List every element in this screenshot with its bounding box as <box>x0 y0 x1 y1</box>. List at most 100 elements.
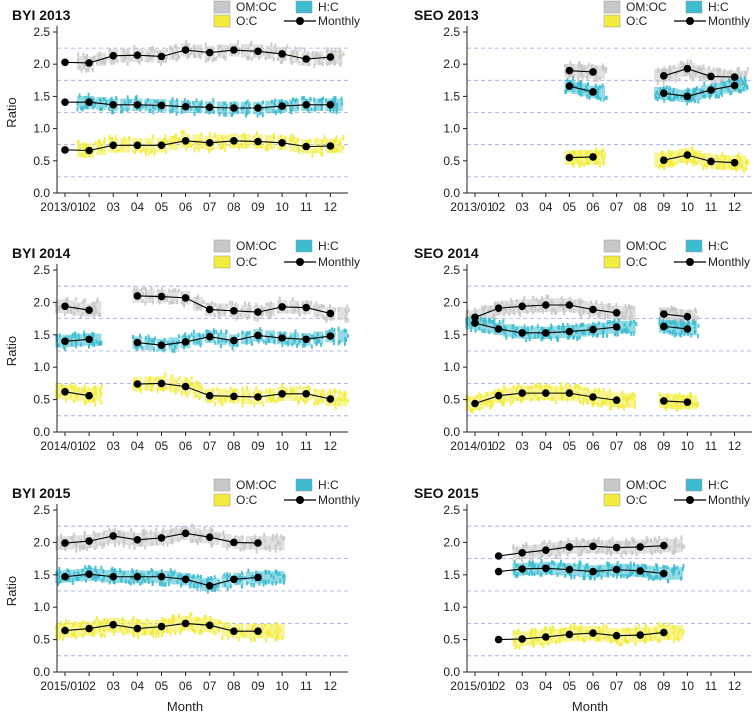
scatter-point <box>616 332 619 337</box>
scatter-point <box>294 329 297 334</box>
scatter-point <box>258 581 261 586</box>
x-tick-label: 12 <box>728 200 742 214</box>
scatter-band <box>654 68 665 83</box>
scatter-point <box>238 145 241 150</box>
scatter-point <box>250 637 253 642</box>
scatter-point <box>211 528 214 533</box>
scatter-point <box>333 388 336 393</box>
scatter-point <box>514 574 517 579</box>
scatter-point <box>154 49 157 54</box>
x-tick-label: 09 <box>657 200 671 214</box>
scatter-point <box>197 294 200 299</box>
scatter-point <box>64 347 67 351</box>
monthly-marker <box>157 292 166 301</box>
legend-swatch-h-c <box>685 478 703 492</box>
scatter-point <box>299 46 302 51</box>
legend-label-monthly: Monthly <box>708 493 750 507</box>
scatter-point <box>195 98 198 103</box>
legend: OM:OC H:C O:C Monthly <box>213 239 360 269</box>
scatter-point <box>638 624 641 628</box>
x-tick-label: 12 <box>728 679 742 693</box>
scatter-point <box>528 557 531 562</box>
scatter-point <box>193 148 196 153</box>
x-tick-label: 11 <box>705 439 718 453</box>
scatter-point <box>169 631 172 636</box>
panel-title: BYI 2015 <box>12 485 71 501</box>
scatter-band <box>595 65 606 79</box>
scatter-point <box>576 336 579 341</box>
scatter-point <box>231 346 234 351</box>
scatter-point <box>489 405 492 410</box>
scatter-point <box>173 614 175 619</box>
scatter-point <box>212 98 215 103</box>
scatter-point <box>58 567 61 572</box>
scatter-point <box>605 95 608 100</box>
scatter-point <box>665 85 668 90</box>
scatter-point <box>253 583 256 588</box>
scatter-point <box>169 568 172 573</box>
x-tick-label: 2014/01 <box>450 439 494 453</box>
x-tick-label: 06 <box>586 439 600 453</box>
scatter-band <box>91 386 102 402</box>
scatter-point <box>605 66 608 71</box>
scatter-point <box>311 394 314 398</box>
monthly-marker <box>589 153 597 161</box>
monthly-marker <box>133 380 142 388</box>
monthly-marker <box>302 335 311 344</box>
scatter-point <box>263 307 265 312</box>
scatter-point <box>736 67 739 72</box>
scatter-point <box>193 629 196 634</box>
scatter-point <box>290 133 293 138</box>
legend-swatch-o-c <box>603 493 621 507</box>
scatter-point <box>566 77 569 82</box>
scatter-point <box>689 75 692 80</box>
y-tick-label: 2.5 <box>33 263 50 277</box>
monthly-marker <box>230 538 238 547</box>
scatter-band <box>654 152 665 168</box>
scatter-point <box>601 63 604 68</box>
x-tick-label: 10 <box>275 679 289 693</box>
scatter-point <box>525 338 528 343</box>
x-tick-label: 06 <box>586 679 600 693</box>
monthly-marker <box>660 541 668 550</box>
legend-label-h-c: H:C <box>708 478 729 492</box>
x-tick-label: 09 <box>657 679 671 693</box>
scatter-point <box>663 98 666 103</box>
monthly-marker <box>157 534 166 542</box>
scatter-point <box>141 104 144 109</box>
monthly-marker <box>109 52 117 60</box>
scatter-point <box>142 147 145 152</box>
y-tick-label: 1.5 <box>33 89 50 103</box>
y-tick-label: 1.5 <box>33 568 50 582</box>
monthly-marker <box>683 312 692 321</box>
scatter-point <box>531 627 534 632</box>
scatter-point <box>262 339 265 344</box>
scatter-point <box>547 294 550 299</box>
scatter-point <box>342 145 345 150</box>
scatter-point <box>166 542 169 547</box>
monthly-marker <box>109 572 117 581</box>
scatter-point <box>571 76 574 81</box>
scatter-point <box>675 332 678 337</box>
scatter-point <box>209 526 212 531</box>
scatter-point <box>153 152 156 157</box>
scatter-point <box>595 300 598 304</box>
legend-label-o-c: O:C <box>626 493 648 507</box>
scatter-point <box>664 565 667 570</box>
scatter-point <box>683 544 685 549</box>
scatter-point <box>344 341 346 346</box>
scatter-point <box>287 393 290 398</box>
scatter-point <box>71 580 74 585</box>
monthly-marker <box>181 102 190 111</box>
scatter-point <box>602 97 605 102</box>
monthly-marker <box>85 98 93 106</box>
scatter-point <box>204 42 207 47</box>
scatter-point <box>590 300 593 305</box>
scatter-point <box>274 548 277 553</box>
monthly-marker <box>205 533 214 541</box>
scatter-band <box>672 567 683 580</box>
scatter-point <box>155 527 158 532</box>
scatter-point <box>270 42 273 47</box>
scatter-point <box>198 631 201 636</box>
monthly-marker <box>254 47 262 56</box>
